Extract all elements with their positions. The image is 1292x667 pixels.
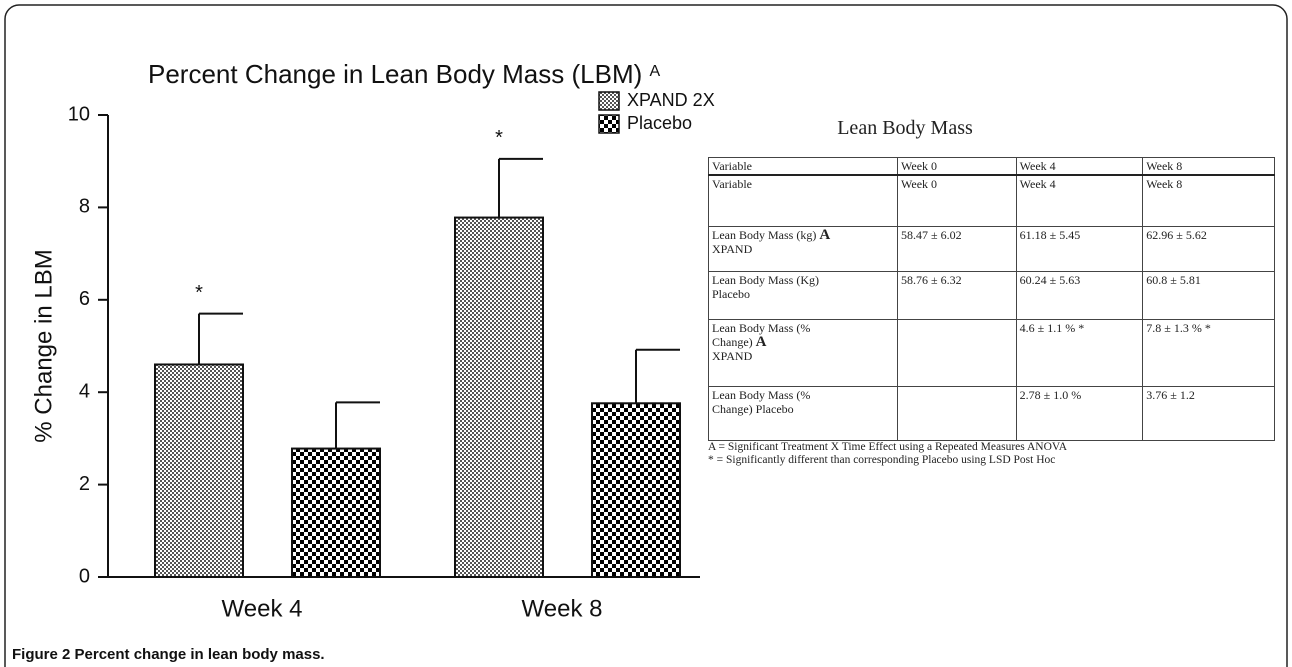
row: Lean Body Mass (Kg) Placebo 58.76 ± 6.32 60… — [708, 270, 1275, 320]
chart-title: Percent Change in Lean Body Mass (LBM) A — [148, 59, 661, 89]
cell — [897, 318, 1017, 387]
footnotes: A = Significant Treatment X Time Effect … — [708, 441, 1067, 467]
cell-line: Lean Body Mass (kg) A — [712, 226, 894, 243]
cell-line: Lean Body Mass (% — [712, 387, 811, 402]
cell — [897, 385, 1017, 441]
bar — [591, 402, 681, 578]
cell: 2.78 ± 1.0 % — [1015, 385, 1144, 441]
cell: Variable — [708, 174, 898, 227]
y-tick-label: 8 — [79, 196, 90, 218]
table: Variable Week 0 Week 4 Week 8 Variable Week 0… — [708, 157, 1275, 441]
legend-label: Placebo — [627, 113, 692, 133]
y-tick-label: 2 — [79, 473, 90, 495]
cell-line: 61.18 ± 5.45 — [1019, 227, 1081, 242]
caption: Figure 2 Percent change in lean body mas… — [12, 646, 325, 663]
cell-line: 58.47 ± 6.02 — [901, 227, 962, 242]
cell-line: 60.8 ± 5.81 — [1146, 272, 1201, 287]
cell: 58.76 ± 6.32 — [897, 270, 1017, 320]
cell-line: 7.8 ± 1.3 % * — [1146, 320, 1211, 335]
cell: 58.47 ± 6.02 — [897, 225, 1017, 272]
cell-line: XPAND — [712, 241, 753, 256]
cell: 60.24 ± 5.63 — [1015, 270, 1144, 320]
header-cell: Week 0 — [897, 157, 1017, 176]
plot: 0 2 4 6 8 10 Week 4 * Week 8 * XPAND 2X Placebo — [68, 90, 715, 623]
cell-line: 3.76 ± 1.2 — [1146, 387, 1195, 402]
footnote: * = Significantly different than corresp… — [708, 454, 1056, 466]
cell-line: Week 0 — [901, 177, 938, 191]
cell-line: Placebo — [712, 286, 750, 301]
cell: Week 0 — [897, 174, 1017, 227]
row: Lean Body Mass (% Change) Placebo 2.78 ± 1… — [708, 385, 1275, 441]
legend-label: XPAND 2X — [627, 90, 715, 110]
cell-line: 58.76 ± 6.32 — [901, 272, 962, 287]
cell: Lean Body Mass (Kg) Placebo — [708, 270, 898, 320]
row: Lean Body Mass (% Change) A XPAND 4.6 ± 1.1… — [708, 318, 1275, 387]
x-tick-label: Week 4 — [222, 595, 303, 622]
header-cell: Week 8 — [1142, 157, 1275, 176]
legend-swatch — [598, 114, 620, 134]
bar — [454, 216, 544, 578]
y-tick-label: 6 — [79, 288, 90, 310]
bar — [291, 447, 381, 578]
cell-line: 2.78 ± 1.0 % — [1019, 387, 1082, 402]
cell-line: 62.96 ± 5.62 — [1146, 227, 1207, 242]
cell-line: 60.24 ± 5.63 — [1019, 272, 1081, 287]
row: Variable Week 0 Week 4 Week 8 — [708, 174, 1275, 227]
cell-bold: A — [755, 333, 767, 350]
cell-text: Lean Body Mass (kg) — [712, 227, 820, 242]
table-title: Lean Body Mass — [837, 117, 973, 139]
cell-line: Week 4 — [1019, 177, 1056, 191]
cell: Lean Body Mass (% Change) A XPAND — [708, 318, 898, 387]
cell-line: Variable — [712, 177, 752, 191]
cell: Week 8 — [1142, 174, 1275, 227]
cell-text: Change) — [712, 334, 756, 349]
frame — [4, 4, 1288, 667]
y-tick-label: 10 — [68, 103, 90, 125]
cell: 60.8 ± 5.81 — [1142, 270, 1275, 320]
header-cell: Week 4 — [1015, 157, 1144, 176]
title-text: Percent Change in Lean Body Mass (LBM) — [148, 59, 642, 89]
cell-line: XPAND — [712, 348, 753, 363]
cell-line: 4.6 ± 1.1 % * — [1019, 320, 1085, 335]
cell: Lean Body Mass (kg) A XPAND — [708, 225, 898, 272]
x-tick-label: Week 8 — [522, 595, 603, 622]
cell-line: Change) A — [712, 333, 894, 350]
legend-swatch — [598, 91, 620, 111]
row: Lean Body Mass (kg) A XPAND 58.47 ± 6.02 61… — [708, 225, 1275, 272]
cell: 62.96 ± 5.62 — [1142, 225, 1275, 272]
cell-bold: A — [819, 226, 831, 243]
error-bar — [335, 401, 380, 449]
cell: 7.8 ± 1.3 % * — [1142, 318, 1275, 387]
y-tick-label: 0 — [79, 565, 90, 587]
footnote: A = Significant Treatment X Time Effect … — [708, 441, 1068, 453]
cell-line: Lean Body Mass (% — [712, 320, 811, 335]
cell-line: Change) Placebo — [712, 401, 794, 416]
title-note: A — [650, 63, 661, 80]
cell: 3.76 ± 1.2 — [1142, 385, 1275, 441]
cell: 61.18 ± 5.45 — [1015, 225, 1144, 272]
cell: Lean Body Mass (% Change) Placebo — [708, 385, 898, 441]
cell: 4.6 ± 1.1 % * — [1015, 318, 1144, 387]
y-tick-label: 4 — [79, 380, 90, 402]
header-cell: Variable — [708, 157, 898, 176]
annotation: * — [495, 127, 503, 149]
cell-line: Lean Body Mass (Kg) — [712, 272, 819, 287]
error-bar — [498, 157, 543, 218]
cell-line: Week 8 — [1146, 177, 1183, 191]
header-row: Variable Week 0 Week 4 Week 8 — [708, 157, 1275, 176]
cell: Week 4 — [1015, 174, 1144, 227]
y-axis-label: % Change in LBM — [30, 249, 57, 442]
error-bar — [198, 312, 243, 365]
annotation: * — [195, 282, 203, 304]
error-bar — [635, 348, 680, 404]
bar — [154, 363, 244, 579]
